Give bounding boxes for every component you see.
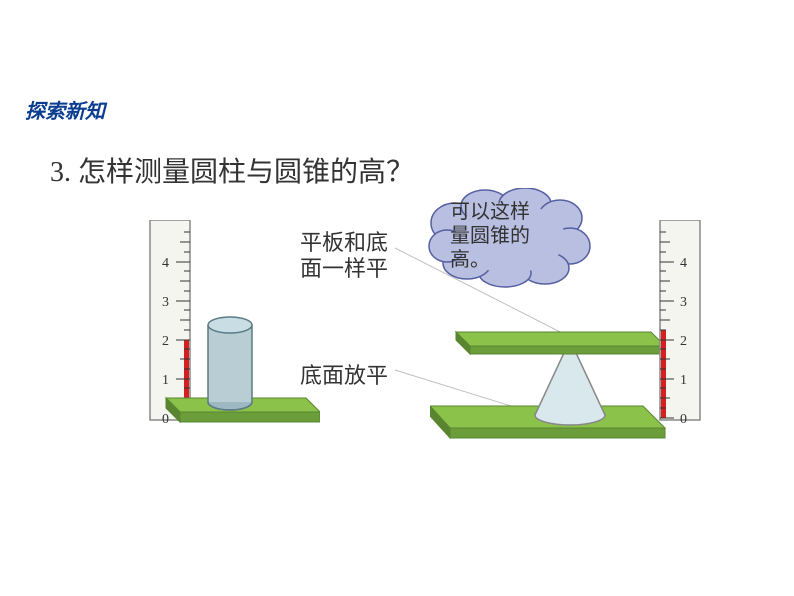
thought-line3: 高。 [450, 249, 490, 271]
tick-3: 3 [162, 295, 169, 310]
tick-3: 3 [680, 295, 687, 310]
ruler-left: 0 1 2 3 4 [150, 220, 190, 427]
tick-2: 2 [162, 334, 169, 349]
tick-1: 1 [680, 373, 687, 388]
question-text: 3. 怎样测量圆柱与圆锥的高？ [50, 150, 414, 190]
tick-4: 4 [162, 256, 169, 271]
cylinder-diagram: 0 1 2 3 4 [140, 220, 320, 450]
thought-line1: 可以这样 [450, 201, 530, 223]
tick-4: 4 [680, 256, 687, 271]
ruler-right: 0 1 2 3 4 [660, 220, 700, 427]
cylinder-shape [208, 317, 252, 410]
tick-0: 0 [162, 412, 169, 427]
tick-2: 2 [680, 334, 687, 349]
thought-bubble-text: 可以这样 量圆锥的 高。 [450, 200, 570, 272]
top-board [456, 332, 665, 354]
tick-1: 1 [162, 373, 169, 388]
header-label: 探索新知 [25, 95, 105, 124]
tick-0: 0 [680, 412, 687, 427]
thought-line2: 量圆锥的 [450, 225, 530, 247]
